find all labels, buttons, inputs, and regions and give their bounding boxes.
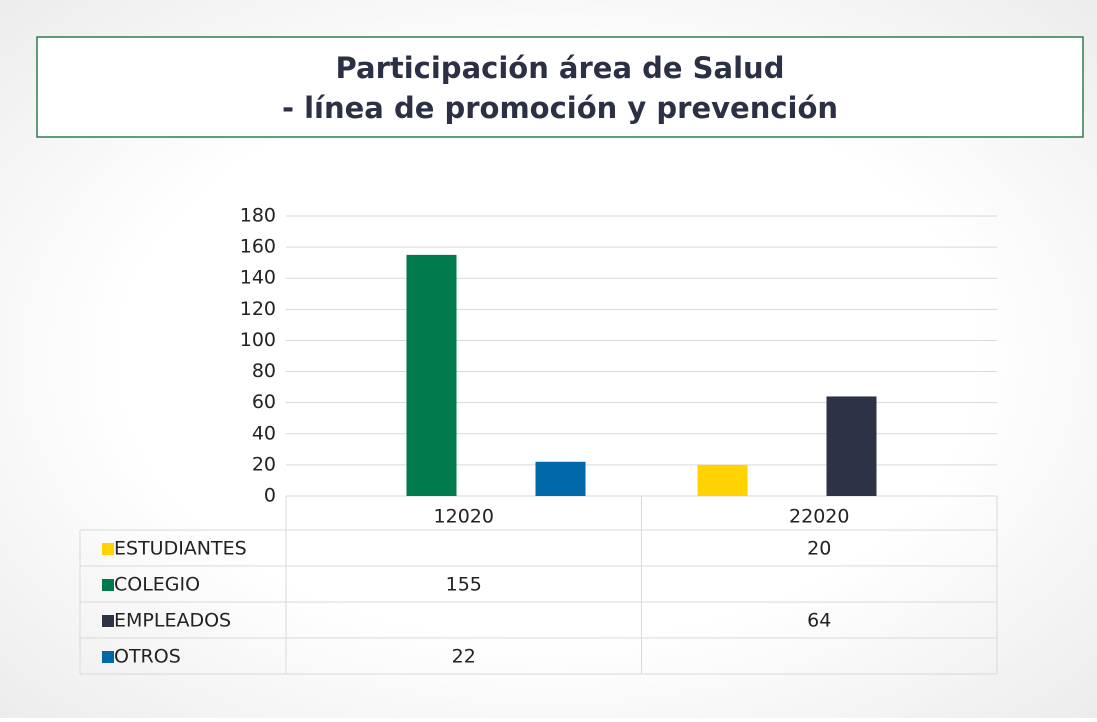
- y-tick-label: 100: [240, 329, 276, 351]
- legend-swatch: [102, 543, 114, 555]
- y-tick-label: 0: [264, 485, 276, 507]
- bar: [535, 461, 586, 496]
- legend-label: COLEGIO: [114, 574, 200, 596]
- table-value: 22: [452, 646, 476, 668]
- legend-swatch: [102, 615, 114, 627]
- y-tick-label: 60: [252, 391, 276, 413]
- bar: [697, 464, 748, 496]
- y-tick-label: 80: [252, 360, 276, 382]
- x-tick-label: 12020: [434, 506, 494, 528]
- legend-label: EMPLEADOS: [114, 610, 231, 632]
- chart-title: Participación área de Salud: [336, 51, 785, 85]
- y-tick-label: 160: [240, 236, 276, 258]
- y-tick-label: 140: [240, 267, 276, 289]
- legend-swatch: [102, 579, 114, 591]
- y-tick-label: 40: [252, 422, 276, 444]
- y-tick-label: 180: [240, 205, 276, 227]
- y-tick-label: 120: [240, 298, 276, 320]
- bar: [826, 396, 877, 496]
- table-value: 20: [807, 538, 831, 560]
- bar: [406, 254, 457, 496]
- legend-swatch: [102, 651, 114, 663]
- x-tick-label: 22020: [789, 506, 849, 528]
- chart-title: - línea de promoción y prevención: [282, 91, 838, 125]
- y-tick-label: 20: [252, 453, 276, 475]
- legend-label: ESTUDIANTES: [114, 538, 247, 560]
- title-box: [36, 36, 1084, 138]
- table-value: 155: [446, 574, 482, 596]
- table-value: 64: [807, 610, 831, 632]
- legend-label: OTROS: [114, 646, 181, 668]
